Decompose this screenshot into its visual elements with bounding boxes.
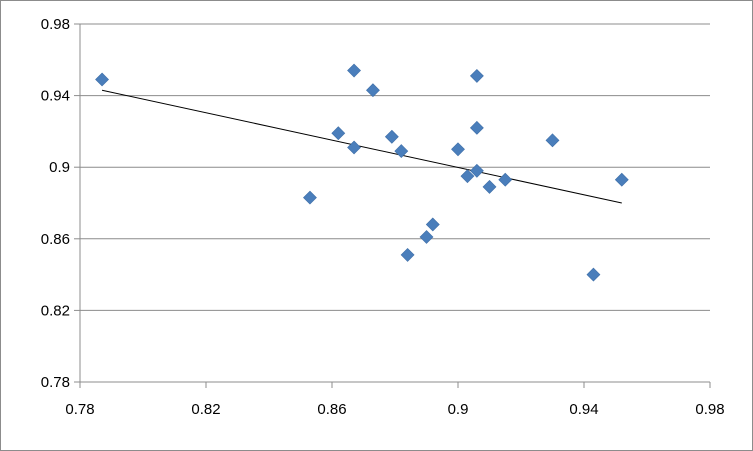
x-tick-label: 0.9: [448, 401, 469, 418]
y-tick-label: 0.86: [41, 231, 70, 248]
x-tick-label: 0.94: [569, 401, 598, 418]
data-point: [303, 190, 317, 205]
data-point: [400, 247, 415, 262]
x-tick-label: 0.82: [191, 401, 220, 418]
trendline-layer: [101, 89, 622, 204]
x-tick-labels: 0.78 0.82 0.86 0.9 0.94 0.98: [65, 401, 724, 418]
axes: [74, 23, 711, 388]
data-point: [347, 63, 361, 78]
data-point: [425, 217, 440, 232]
y-tick-label: 0.9: [49, 159, 70, 176]
data-point: [469, 68, 484, 83]
data-point: [614, 172, 629, 187]
data-point: [347, 140, 361, 155]
data-point: [460, 169, 475, 184]
x-tick-label: 0.78: [65, 401, 94, 418]
data-point: [366, 83, 380, 98]
data-point: [384, 129, 399, 144]
data-point: [331, 126, 346, 141]
data-point: [482, 179, 497, 194]
y-tick-label: 0.78: [41, 374, 70, 391]
data-point: [394, 144, 409, 159]
x-tick-label: 0.86: [317, 401, 346, 418]
data-point: [545, 133, 560, 148]
data-point: [586, 267, 601, 282]
trendline: [101, 89, 622, 204]
x-tick-label: 0.98: [695, 401, 724, 418]
data-point: [95, 72, 109, 87]
data-point: [498, 172, 513, 187]
y-tick-label: 0.94: [41, 88, 70, 105]
y-tick-label: 0.98: [41, 16, 70, 33]
data-point: [469, 120, 484, 135]
data-points: [95, 63, 629, 282]
data-point: [451, 142, 465, 157]
data-point: [469, 163, 484, 178]
data-point: [419, 230, 434, 244]
y-tick-labels: 0.78 0.82 0.86 0.9 0.94 0.98: [41, 16, 70, 391]
y-tick-label: 0.82: [41, 302, 70, 319]
gridlines: [80, 23, 710, 311]
